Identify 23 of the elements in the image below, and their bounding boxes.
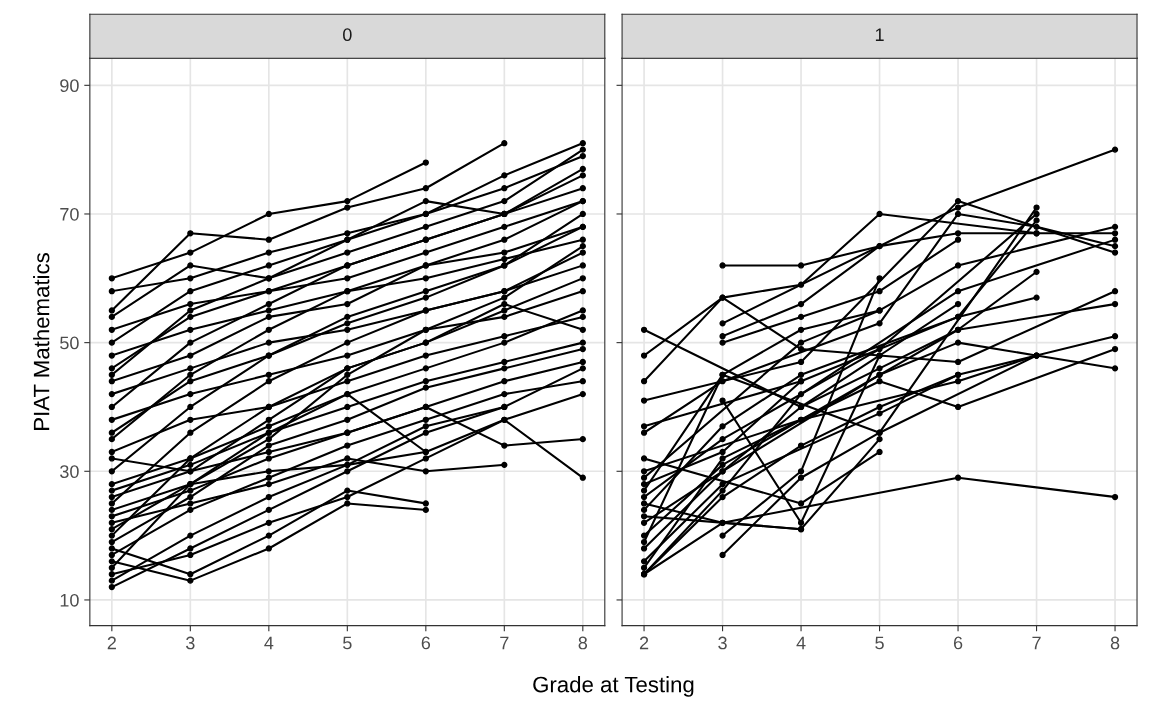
y-tick-label: 70 — [60, 207, 79, 221]
y-tick-label: 90 — [60, 79, 79, 93]
x-tick-label: 5 — [343, 636, 352, 650]
y-tick-label: 30 — [60, 465, 79, 479]
x-tick-label: 8 — [1110, 636, 1120, 650]
chart-title: 0 — [343, 28, 352, 42]
x-tick-label: 4 — [264, 636, 274, 650]
x-tick-label: 2 — [639, 636, 649, 650]
x-tick-label: 7 — [500, 636, 509, 650]
x-tick-label: 7 — [1032, 636, 1041, 650]
x-tick-label: 4 — [796, 636, 806, 650]
x-tick-label: 6 — [953, 636, 963, 650]
x-axis-title: Grade at Testing — [533, 676, 694, 697]
x-tick-label: 3 — [186, 636, 195, 650]
x-tick-label: 2 — [107, 636, 116, 650]
chart-title: 1 — [875, 28, 884, 41]
x-tick-label: 8 — [578, 636, 588, 650]
y-tick-label: 50 — [60, 336, 79, 350]
y-tick-label: 10 — [60, 593, 79, 607]
x-tick-label: 6 — [421, 636, 431, 650]
y-axis-title: PIAT Mathematics — [33, 253, 50, 430]
x-tick-label: 5 — [875, 636, 884, 650]
x-tick-label: 3 — [718, 636, 727, 650]
